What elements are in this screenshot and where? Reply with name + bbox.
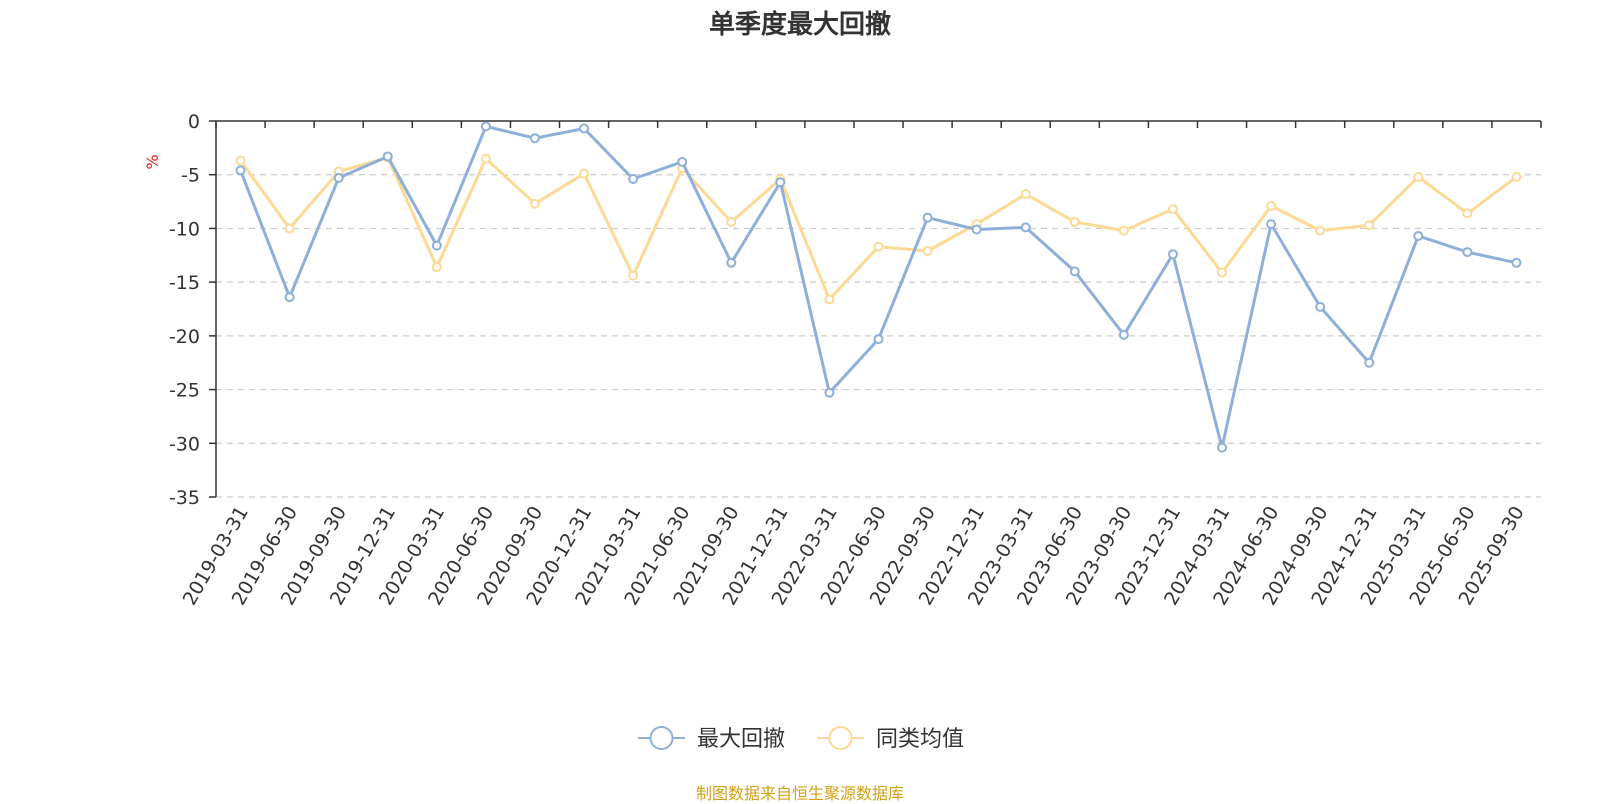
data-point bbox=[1069, 216, 1080, 227]
data-point bbox=[1217, 442, 1228, 453]
y-tick-label: -5 bbox=[181, 165, 200, 187]
data-point bbox=[1462, 208, 1473, 219]
data-point bbox=[628, 270, 639, 281]
data-point bbox=[529, 198, 540, 209]
data-point bbox=[480, 153, 491, 164]
data-source-footer: 制图数据来自恒生聚源数据库 bbox=[695, 784, 904, 803]
data-point bbox=[1069, 266, 1080, 277]
data-point bbox=[1167, 249, 1178, 260]
data-point bbox=[971, 224, 982, 235]
axes bbox=[215, 120, 1541, 497]
chart-title: 单季度最大回撤 bbox=[708, 10, 891, 40]
data-point bbox=[382, 151, 393, 162]
legend: 最大回撤 同类均值 bbox=[638, 726, 964, 752]
data-point bbox=[824, 294, 835, 305]
y-tick-label: 0 bbox=[188, 111, 200, 133]
y-tick-label: -15 bbox=[169, 272, 200, 294]
x-axis-ticks: 2019-03-312019-06-302019-09-302019-12-31… bbox=[179, 121, 1542, 609]
series-layer bbox=[235, 121, 1522, 453]
y-tick-label: -25 bbox=[169, 380, 200, 402]
data-point bbox=[1167, 204, 1178, 215]
data-point bbox=[1217, 267, 1228, 278]
data-point bbox=[284, 223, 295, 234]
y-tick-label: -30 bbox=[169, 433, 200, 455]
legend-marker-icon bbox=[828, 726, 853, 750]
data-point bbox=[1020, 189, 1031, 200]
data-point bbox=[824, 387, 835, 398]
data-point bbox=[873, 334, 884, 345]
data-point bbox=[235, 155, 246, 166]
grid-lines bbox=[216, 174, 1541, 498]
legend-label: 最大回撤 bbox=[697, 727, 785, 752]
data-point bbox=[333, 172, 344, 183]
data-point bbox=[1364, 357, 1375, 368]
data-point bbox=[1364, 220, 1375, 231]
data-point bbox=[579, 168, 590, 179]
data-point bbox=[1462, 247, 1473, 258]
data-point bbox=[628, 174, 639, 185]
data-point bbox=[1315, 225, 1326, 236]
legend-label: 同类均值 bbox=[876, 727, 964, 752]
data-point bbox=[529, 133, 540, 144]
y-tick-label: -10 bbox=[169, 218, 200, 240]
y-axis-label: % bbox=[143, 154, 162, 169]
data-point bbox=[1315, 301, 1326, 312]
data-point bbox=[1118, 225, 1129, 236]
data-point bbox=[431, 240, 442, 251]
data-point bbox=[726, 216, 737, 227]
y-axis-ticks: 0 -5 -10 -15 -20 -25 -30 -35 bbox=[169, 111, 216, 509]
data-point bbox=[480, 121, 491, 132]
data-point bbox=[922, 245, 933, 256]
data-point bbox=[1511, 171, 1522, 182]
data-point bbox=[1413, 171, 1424, 182]
data-point bbox=[873, 241, 884, 252]
data-point bbox=[1266, 219, 1277, 230]
data-point bbox=[284, 292, 295, 303]
data-point bbox=[1511, 257, 1522, 268]
data-point bbox=[579, 123, 590, 134]
data-point bbox=[1118, 329, 1129, 340]
data-point bbox=[1266, 200, 1277, 211]
data-point bbox=[431, 262, 442, 273]
y-tick-label: -20 bbox=[169, 326, 200, 348]
data-point bbox=[1020, 222, 1031, 233]
data-point bbox=[677, 156, 688, 167]
data-point bbox=[1413, 230, 1424, 241]
data-point bbox=[726, 257, 737, 268]
data-point bbox=[235, 165, 246, 176]
data-point bbox=[775, 177, 786, 188]
legend-marker-icon bbox=[649, 726, 674, 750]
y-tick-label: -35 bbox=[169, 487, 200, 509]
data-point bbox=[922, 212, 933, 223]
